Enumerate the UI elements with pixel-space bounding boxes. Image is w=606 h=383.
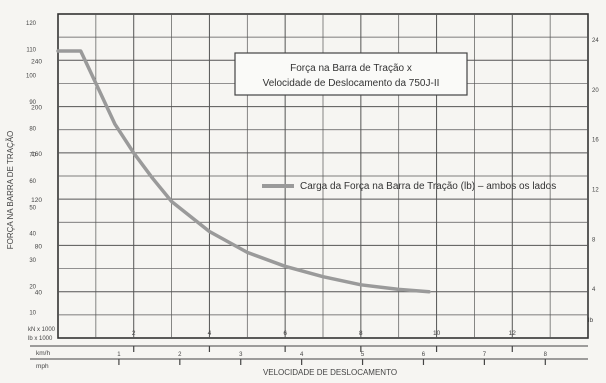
data-point bbox=[208, 230, 211, 233]
legend-label: Carga da Força na Barra de Tração (lb) –… bbox=[300, 181, 556, 192]
title-box: Força na Barra de Tração x Velocidade de… bbox=[234, 52, 468, 96]
mph-tick-label: 7 bbox=[483, 352, 487, 358]
title-box-border bbox=[234, 52, 468, 96]
y-tick-label-right: 24 bbox=[592, 38, 599, 44]
x-tick-label: 4 bbox=[208, 330, 212, 337]
x-tick-label: 6 bbox=[283, 330, 287, 337]
data-point bbox=[170, 200, 173, 203]
y-tick-label-kn: 20 bbox=[29, 284, 36, 290]
mph-tick-label: 5 bbox=[361, 352, 365, 358]
y-tick-label-kn: 90 bbox=[29, 100, 36, 106]
y-tick-label-lb: 80 bbox=[35, 243, 43, 250]
y-tick-label-kn: 60 bbox=[29, 179, 36, 185]
x-row-label-kmh: km/h bbox=[36, 350, 50, 357]
y-tick-label-lb: 120 bbox=[31, 197, 42, 204]
data-point bbox=[246, 251, 249, 254]
y-units-left: lb x 1000 bbox=[28, 336, 53, 342]
data-point bbox=[132, 152, 135, 154]
mph-tick-label: 3 bbox=[239, 352, 243, 358]
y-tick-label-right: 20 bbox=[592, 88, 599, 94]
mph-tick-label: 1 bbox=[117, 352, 121, 358]
chart-title-line-1: Força na Barra de Tração x bbox=[290, 63, 412, 74]
data-point bbox=[113, 123, 116, 125]
y-tick-label-lb: 200 bbox=[31, 105, 42, 112]
y-tick-label-right: 4 bbox=[592, 287, 596, 293]
y-tick-label-kn: 120 bbox=[26, 21, 37, 27]
x-tick-label: 8 bbox=[359, 330, 363, 337]
y-units-right: kN x 1000 bbox=[28, 327, 56, 333]
y-tick-label-lb: 160 bbox=[31, 151, 42, 158]
x-tick-label: 10 bbox=[433, 330, 441, 337]
data-point bbox=[151, 177, 154, 180]
y-axis-label: FORÇA NA BARRA DE TRAÇÃO bbox=[6, 131, 15, 250]
x-axis-label: VELOCIDADE DE DESLOCAMENTO bbox=[263, 368, 397, 377]
y-tick-label-right: 8 bbox=[592, 237, 596, 243]
x-tick-label: 12 bbox=[509, 330, 517, 337]
data-point bbox=[322, 275, 324, 278]
data-point bbox=[360, 283, 362, 286]
y-tick-label-kn: 10 bbox=[29, 311, 36, 317]
y-tick-label-lb: 240 bbox=[31, 58, 42, 65]
y-units-far-right: lb bbox=[588, 317, 593, 324]
x-row-label-mph: mph bbox=[36, 363, 49, 370]
y-tick-label-kn: 80 bbox=[29, 126, 36, 132]
y-tick-label-kn: 50 bbox=[29, 205, 36, 211]
mph-tick-label: 2 bbox=[178, 352, 182, 358]
y-tick-label-kn: 30 bbox=[29, 258, 36, 264]
y-tick-label-kn: 110 bbox=[26, 47, 36, 53]
series-layer bbox=[56, 49, 431, 294]
y-tick-label-kn: 100 bbox=[26, 74, 37, 80]
tick-labels: 2 4 6 8 10 121 2 3 4 5 6 7 8408012016020024010203040… bbox=[26, 21, 599, 365]
data-point bbox=[397, 288, 400, 291]
y-tick-label-lb: 40 bbox=[35, 290, 43, 297]
mph-tick-label: 4 bbox=[300, 352, 304, 358]
y-tick-label-right: 12 bbox=[592, 187, 599, 193]
data-point bbox=[428, 290, 430, 293]
grid-layer bbox=[30, 13, 589, 360]
x-tick-label: 2 bbox=[132, 330, 136, 337]
y-tick-label-right: 16 bbox=[592, 138, 599, 144]
legend: Carga da Força na Barra de Tração (lb) –… bbox=[262, 181, 556, 192]
chart-title-line-2: Velocidade de Deslocamento da 750J-II bbox=[263, 78, 440, 89]
series-line bbox=[56, 49, 431, 294]
mph-tick-label: 8 bbox=[544, 352, 548, 358]
mph-tick-label: 6 bbox=[422, 352, 426, 358]
data-point bbox=[57, 50, 59, 52]
y-tick-label-kn: 40 bbox=[29, 232, 36, 238]
data-point bbox=[284, 265, 286, 268]
data-point bbox=[95, 82, 97, 85]
data-point bbox=[79, 50, 82, 52]
y-tick-label-kn: 70 bbox=[29, 153, 36, 159]
